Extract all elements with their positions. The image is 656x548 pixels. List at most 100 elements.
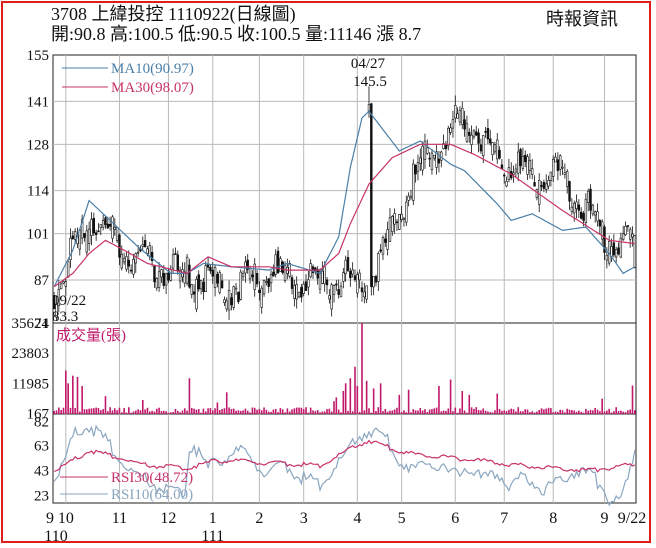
candle-body [610, 246, 613, 257]
volume-bar [330, 411, 333, 414]
volume-bar [419, 407, 422, 414]
volume-bar [529, 412, 531, 414]
candle-body [253, 263, 256, 290]
candle-body [575, 201, 578, 209]
volume-y-tick: 167 [27, 407, 50, 423]
volume-bar [631, 385, 634, 414]
rsi-y-tick: 23 [34, 488, 49, 504]
candle-body [148, 245, 151, 258]
candle-body [617, 247, 620, 255]
volume-bar [172, 412, 174, 414]
candle-body [568, 181, 571, 202]
volume-bar [596, 409, 599, 414]
x-tick-label: 5 [398, 510, 406, 527]
price-y-tick: 87 [34, 273, 50, 289]
volume-bar [74, 407, 76, 414]
candle-body [393, 213, 396, 225]
volume-bar [76, 376, 79, 414]
volume-bar [589, 409, 592, 414]
candle-body [402, 218, 406, 221]
candle-body [500, 164, 504, 169]
rsi-y-tick: 43 [34, 463, 49, 479]
volume-bar [60, 409, 62, 414]
volume-bar [326, 409, 328, 414]
volume-bar [328, 408, 331, 414]
volume-bar [323, 411, 326, 414]
volume-bar [158, 407, 160, 414]
volume-bar [193, 408, 195, 414]
volume-bar [111, 410, 114, 414]
volume-bar [463, 410, 466, 414]
candle-body [400, 213, 403, 220]
volume-bar [270, 411, 272, 414]
volume-bar [393, 409, 396, 414]
candle-body [57, 289, 61, 306]
volume-bar [127, 407, 130, 414]
candle-body [463, 119, 466, 130]
candle-body [416, 162, 420, 172]
candle-body [265, 281, 268, 283]
volume-bar [452, 411, 454, 414]
candle-body [325, 279, 329, 286]
volume-bar [221, 409, 223, 414]
volume-bar [151, 410, 153, 414]
volume-bar [594, 407, 596, 414]
candle-body [260, 287, 263, 308]
candle-body [332, 285, 336, 295]
candle-body [227, 289, 231, 311]
candle-body [157, 271, 161, 288]
volume-bar [473, 408, 475, 414]
ma10-legend-label: MA10(90.97) [111, 61, 194, 77]
volume-bars [53, 323, 636, 414]
candle-body [577, 204, 581, 211]
x-tick-label: 8 [549, 510, 557, 527]
candle-body [545, 183, 548, 190]
candle-body [246, 259, 249, 270]
volume-bar [183, 408, 186, 414]
volume-bar [312, 410, 314, 414]
x-tick-label: 10 [58, 510, 74, 527]
candle-body [430, 152, 434, 171]
volume-bar [90, 408, 93, 414]
volume-bar [552, 412, 555, 414]
volume-bar [634, 410, 636, 414]
candle-body [232, 286, 235, 308]
candle-body [115, 226, 119, 241]
volume-bar [260, 410, 263, 414]
candle-body [521, 155, 525, 169]
candle-body [395, 221, 399, 224]
volume-bar [620, 410, 622, 414]
volume-bar [298, 407, 300, 414]
volume-bar [291, 409, 293, 414]
volume-bar [55, 410, 58, 414]
candle-body [456, 113, 459, 119]
volume-bar [358, 411, 361, 414]
candle-body [398, 214, 401, 230]
volume-bar [258, 408, 261, 414]
candle-body [304, 281, 308, 291]
candle-body [526, 156, 529, 175]
volume-bar [141, 399, 144, 414]
volume-bar [319, 412, 321, 414]
volume-bar [186, 410, 188, 414]
volume-y-tick: 35621 [12, 316, 50, 332]
candle-body [307, 279, 310, 288]
x-year-label: 111 [201, 528, 224, 545]
source-label: 時報資訊 [546, 9, 618, 29]
volume-bar [160, 411, 163, 414]
volume-bar [482, 408, 485, 414]
candle-body [220, 280, 224, 289]
candle-body [493, 144, 497, 153]
volume-bar [445, 411, 447, 414]
volume-bar [372, 388, 375, 414]
volume-bar [377, 407, 380, 414]
candle-body [554, 156, 557, 163]
candle-body [519, 149, 522, 167]
candle-body [631, 233, 634, 238]
candles [52, 86, 637, 322]
rsi30-line [53, 439, 636, 473]
volume-bar [510, 408, 513, 414]
candle-body [132, 259, 135, 275]
rsi30-legend-label: RSI30(48.72) [111, 470, 193, 486]
volume-bar [417, 410, 419, 414]
